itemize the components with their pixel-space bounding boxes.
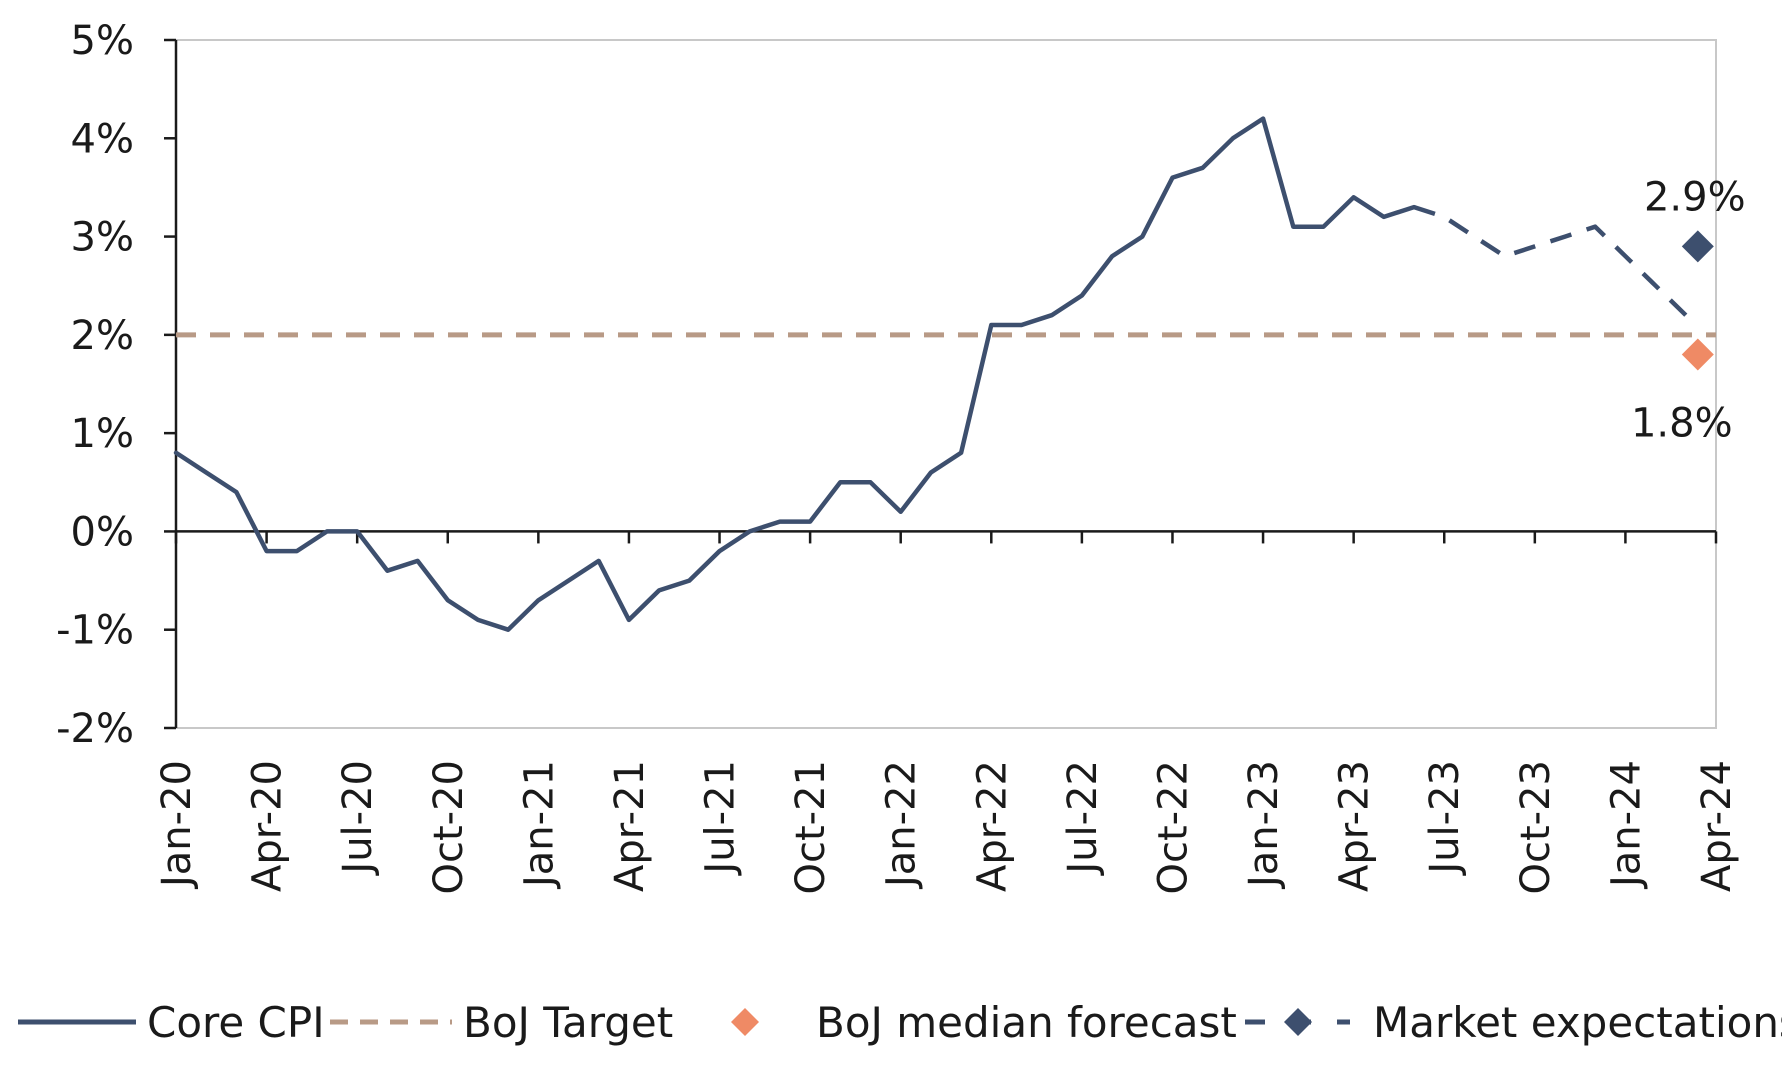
y-tick-label: 5% (71, 18, 134, 64)
y-tick-label: 2% (71, 313, 134, 359)
y-tick-label: -2% (56, 706, 134, 752)
y-tick-label: 3% (71, 215, 134, 261)
x-tick-label: Jul-23 (1422, 760, 1468, 877)
y-tick-label: -1% (56, 608, 134, 654)
y-tick-label: 0% (71, 509, 134, 555)
x-tick-label: Jan-21 (516, 760, 562, 890)
legend-market-label: Market expectations (1373, 998, 1782, 1047)
x-tick-label: Apr-20 (245, 760, 291, 892)
legend-market-swatch-marker (1284, 1008, 1312, 1036)
x-tick-label: Apr-22 (969, 760, 1015, 892)
boj-forecast-marker (1681, 338, 1714, 371)
boj-forecast-label: 1.8% (1631, 401, 1733, 447)
legend-core-cpi-label: Core CPI (147, 998, 325, 1047)
y-tick-label: 4% (71, 116, 134, 162)
x-tick-label: Apr-21 (607, 760, 653, 892)
x-tick-label: Apr-24 (1694, 760, 1740, 892)
x-tick-label: Jan-22 (879, 760, 925, 890)
market-expectation-label: 2.9% (1644, 174, 1746, 220)
x-tick-label: Oct-20 (426, 760, 472, 895)
x-tick-label: Oct-23 (1513, 760, 1559, 895)
legend-boj-target-label: BoJ Target (463, 998, 673, 1047)
y-tick-label: 1% (71, 411, 134, 457)
market-expectation-marker (1681, 230, 1714, 263)
legend-boj-forecast-label: BoJ median forecast (816, 998, 1237, 1047)
x-tick-label: Oct-21 (788, 760, 834, 895)
x-tick-label: Oct-22 (1150, 760, 1196, 895)
x-tick-label: Apr-23 (1332, 760, 1378, 892)
plot-frame (175, 39, 1717, 729)
x-tick-label: Jan-20 (154, 760, 200, 890)
x-tick-label: Jul-22 (1060, 760, 1106, 877)
x-tick-label: Jul-21 (698, 760, 744, 877)
x-tick-label: Jul-20 (335, 760, 381, 877)
x-tick-label: Jan-24 (1603, 760, 1649, 890)
market-expectations-line (1413, 204, 1688, 317)
legend-boj-forecast-swatch (731, 1008, 759, 1036)
x-tick-label: Jan-23 (1241, 760, 1287, 890)
core-cpi-line (173, 116, 1417, 632)
